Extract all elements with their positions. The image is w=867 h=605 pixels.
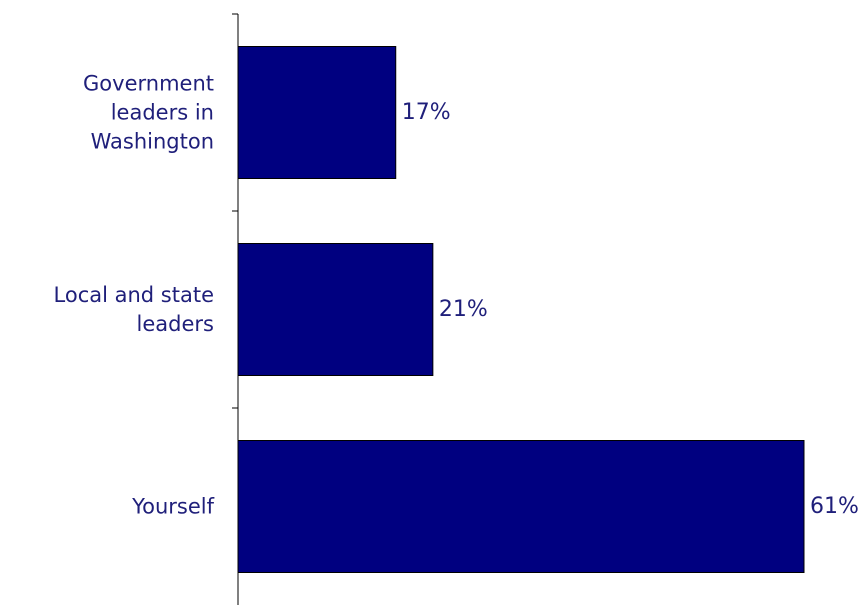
data-label: 17% xyxy=(402,100,451,125)
category-label: Local and state xyxy=(54,283,214,307)
category-label: Washington xyxy=(91,130,214,154)
bar xyxy=(237,46,397,179)
category-label: leaders in xyxy=(111,101,214,125)
data-label: 61% xyxy=(810,494,859,519)
category-label: Yourself xyxy=(131,495,215,519)
category-label: Government xyxy=(83,72,214,96)
category-label: leaders xyxy=(137,312,214,336)
bar xyxy=(237,243,434,376)
data-label: 21% xyxy=(439,297,488,322)
bar xyxy=(237,440,805,573)
